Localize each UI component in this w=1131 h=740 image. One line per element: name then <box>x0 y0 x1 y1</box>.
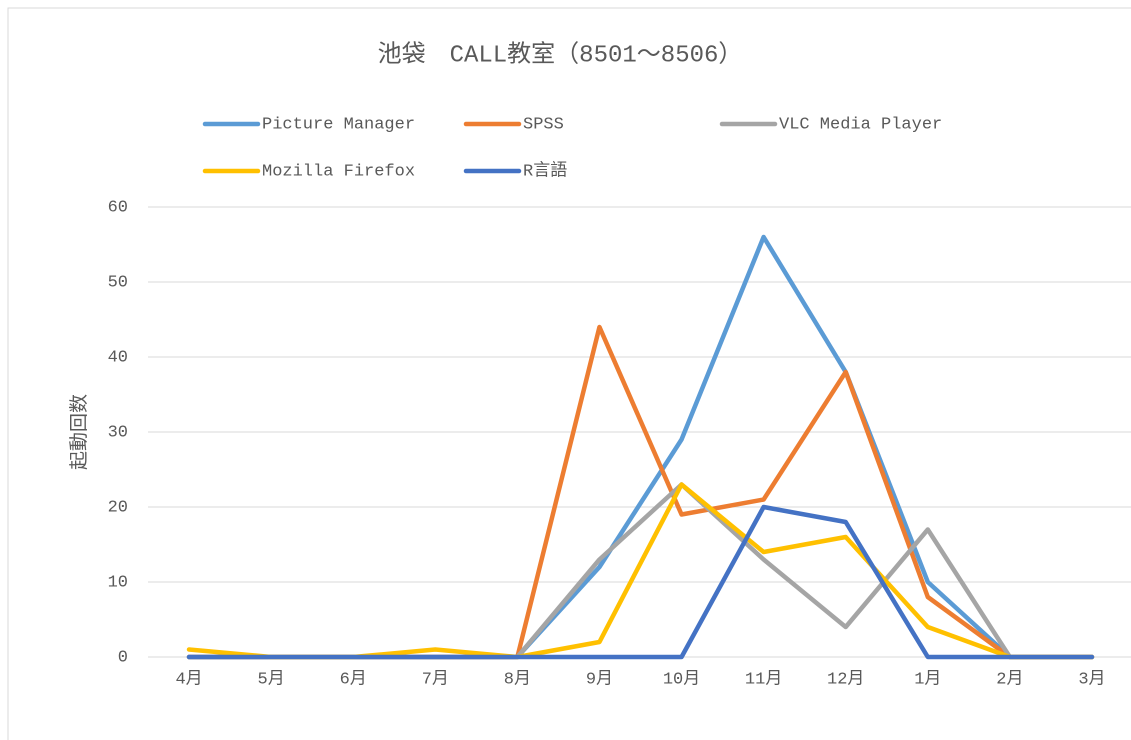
x-tick-label: 8月 <box>504 669 531 689</box>
x-tick-label: 7月 <box>422 669 449 689</box>
x-tick-label: 10月 <box>663 669 700 689</box>
legend-label: Mozilla Firefox <box>262 162 415 181</box>
y-tick-label: 40 <box>108 348 128 367</box>
chart-title: 池袋 CALL教室（8501～8506） <box>378 40 743 69</box>
y-tick-label: 0 <box>118 648 128 667</box>
y-tick-label: 60 <box>108 198 128 217</box>
y-tick-label: 30 <box>108 423 128 442</box>
x-tick-label: 6月 <box>340 669 367 689</box>
y-tick-label: 50 <box>108 273 128 292</box>
x-tick-label: 11月 <box>745 669 782 689</box>
legend-label: Picture Manager <box>262 115 415 134</box>
x-tick-label: 5月 <box>258 669 285 689</box>
series-line <box>186 504 1095 660</box>
legend-label: SPSS <box>523 115 564 134</box>
x-tick-label: 1月 <box>914 669 941 689</box>
y-tick-label: 10 <box>108 573 128 592</box>
x-tick-label: 9月 <box>586 669 613 689</box>
y-axis-label: 起動回数 <box>68 394 91 470</box>
x-tick-label: 2月 <box>996 669 1023 689</box>
x-tick-label: 12月 <box>827 669 864 689</box>
x-tick-label: 3月 <box>1078 669 1105 689</box>
x-tick-label: 4月 <box>175 669 202 689</box>
legend-label: R言語 <box>523 160 567 181</box>
chart-border <box>7 7 1131 740</box>
y-tick-label: 20 <box>108 498 128 517</box>
legend-label: VLC Media Player <box>779 115 942 134</box>
